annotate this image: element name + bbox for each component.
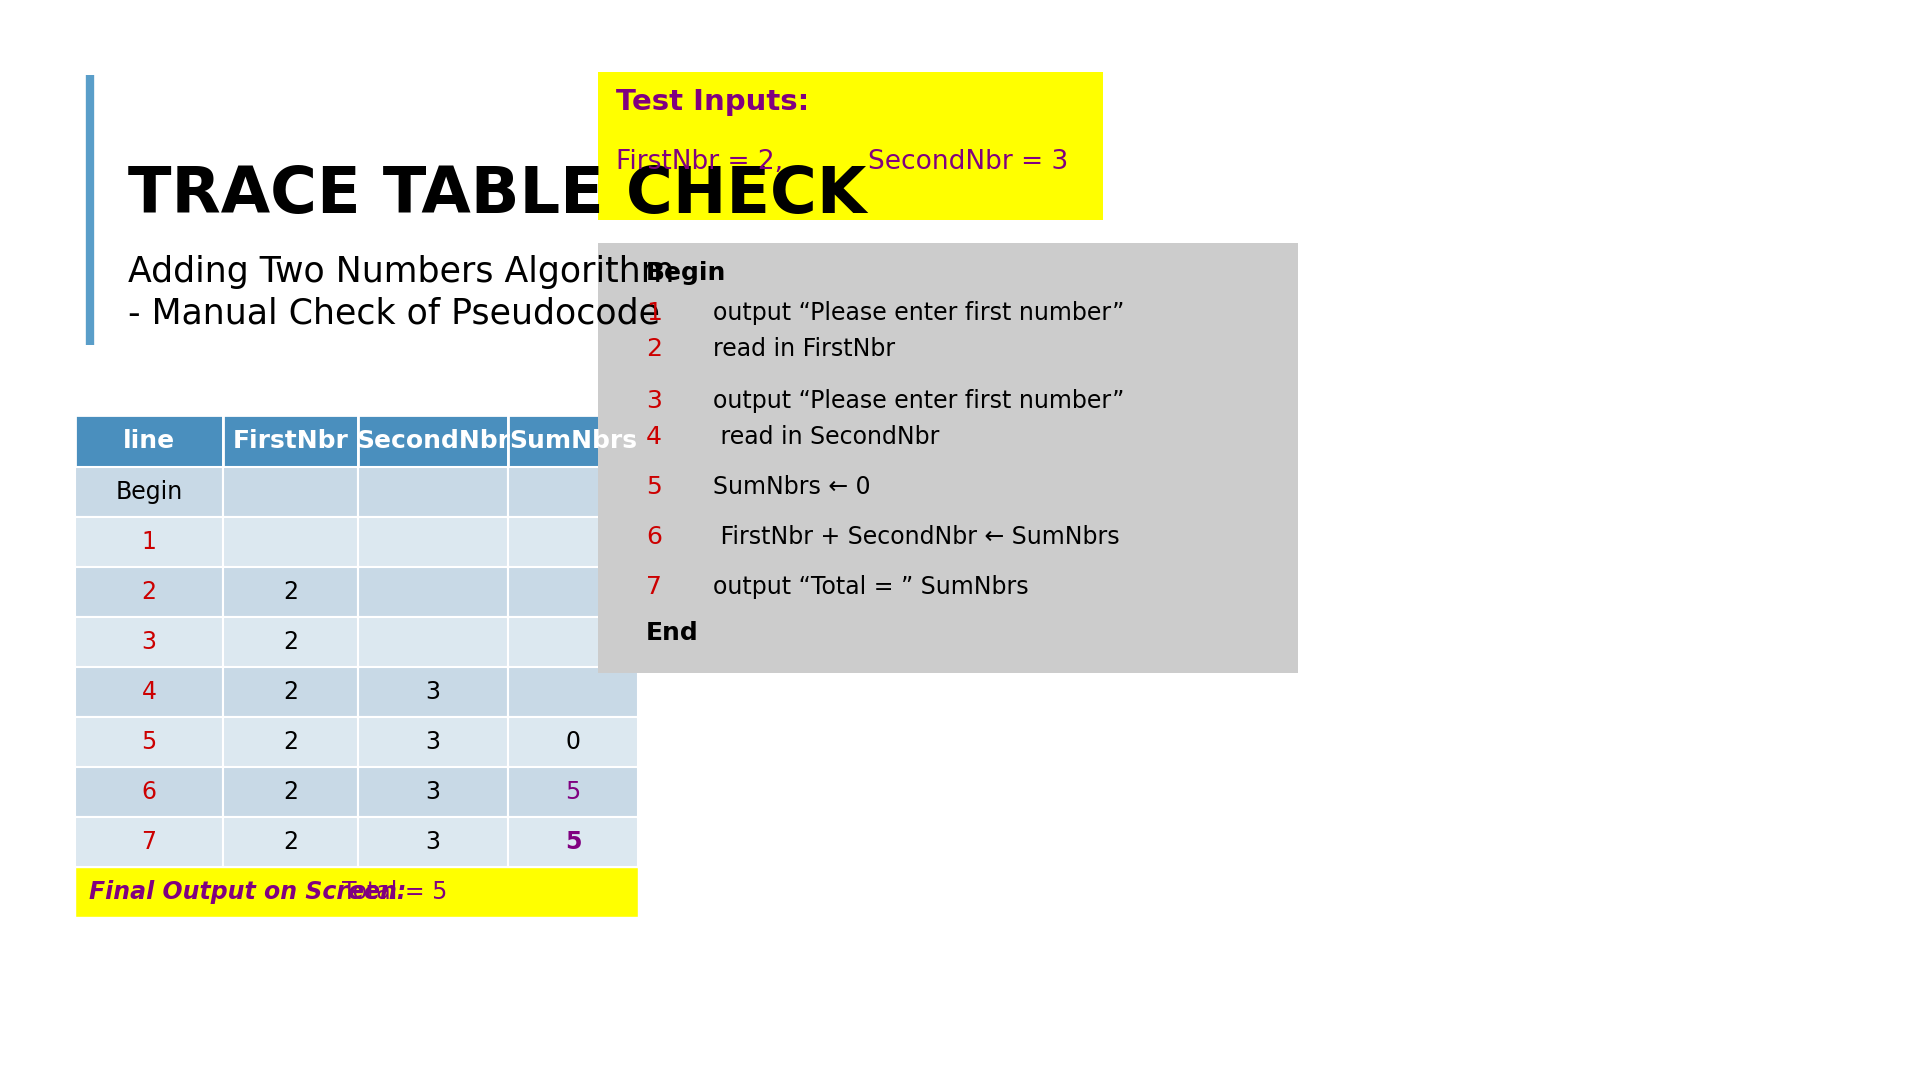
Bar (75, 867, 637, 917)
Bar (509, 467, 637, 517)
Text: read in FirstNbr: read in FirstNbr (712, 337, 895, 361)
Text: output “Please enter first number”: output “Please enter first number” (712, 389, 1125, 413)
Bar (357, 467, 509, 517)
Text: SecondNbr: SecondNbr (355, 429, 511, 453)
Text: 3: 3 (426, 780, 440, 804)
Bar (357, 717, 509, 767)
Bar (357, 667, 509, 717)
Bar (223, 467, 357, 517)
Text: - Manual Check of Pseudocode: - Manual Check of Pseudocode (129, 296, 660, 330)
Bar (357, 517, 509, 567)
Text: output “Total = ” SumNbrs: output “Total = ” SumNbrs (712, 575, 1029, 599)
Text: 2: 2 (282, 680, 298, 704)
Text: End: End (645, 621, 699, 645)
Text: read in SecondNbr: read in SecondNbr (712, 426, 939, 449)
Text: FirstNbr + SecondNbr ← SumNbrs: FirstNbr + SecondNbr ← SumNbrs (712, 525, 1119, 549)
Bar (75, 567, 223, 617)
Text: 2: 2 (142, 580, 157, 604)
Bar (223, 567, 357, 617)
Text: Adding Two Numbers Algorithm: Adding Two Numbers Algorithm (129, 255, 674, 289)
Text: 2: 2 (282, 730, 298, 754)
Bar (509, 617, 637, 667)
Text: 7: 7 (142, 831, 157, 854)
Text: 2: 2 (282, 580, 298, 604)
Text: 5: 5 (645, 475, 662, 499)
Text: Begin: Begin (115, 480, 182, 504)
Bar (223, 816, 357, 867)
Bar (75, 816, 223, 867)
Bar (223, 767, 357, 816)
Bar (509, 717, 637, 767)
Bar (357, 617, 509, 667)
Bar (357, 816, 509, 867)
Text: 5: 5 (564, 831, 582, 854)
Text: 2: 2 (282, 630, 298, 654)
Bar (75, 517, 223, 567)
Bar (75, 717, 223, 767)
Text: SumNbrs: SumNbrs (509, 429, 637, 453)
Text: FirstNbr = 2,: FirstNbr = 2, (616, 149, 783, 175)
Text: 2: 2 (645, 337, 662, 361)
Text: output “Please enter first number”: output “Please enter first number” (712, 301, 1125, 325)
Bar (75, 767, 223, 816)
Bar (75, 467, 223, 517)
Text: 6: 6 (645, 525, 662, 549)
Text: 4: 4 (142, 680, 157, 704)
Text: 5: 5 (564, 780, 580, 804)
Text: 3: 3 (426, 831, 440, 854)
Bar (597, 243, 1298, 673)
Text: TRACE TABLE CHECK: TRACE TABLE CHECK (129, 164, 866, 226)
Bar (509, 517, 637, 567)
Bar (509, 415, 637, 467)
Bar (509, 767, 637, 816)
Text: 3: 3 (645, 389, 662, 413)
Bar (223, 717, 357, 767)
Text: 2: 2 (282, 831, 298, 854)
Text: 7: 7 (645, 575, 662, 599)
Text: Test Inputs:: Test Inputs: (616, 87, 808, 116)
Text: SecondNbr = 3: SecondNbr = 3 (868, 149, 1068, 175)
Bar (223, 517, 357, 567)
Text: FirstNbr: FirstNbr (232, 429, 348, 453)
Text: Begin: Begin (645, 261, 726, 285)
Text: 0: 0 (566, 730, 580, 754)
Text: 2: 2 (282, 780, 298, 804)
Bar (509, 816, 637, 867)
Bar (223, 667, 357, 717)
Text: 1: 1 (142, 530, 156, 554)
Text: 4: 4 (645, 426, 662, 449)
Bar (223, 415, 357, 467)
Text: 3: 3 (426, 680, 440, 704)
Bar (75, 617, 223, 667)
Bar (597, 72, 1102, 220)
Text: Total = 5: Total = 5 (326, 880, 447, 904)
Bar (223, 617, 357, 667)
Bar (509, 667, 637, 717)
Text: 3: 3 (142, 630, 157, 654)
Text: 1: 1 (645, 301, 662, 325)
Text: 6: 6 (142, 780, 157, 804)
Text: line: line (123, 429, 175, 453)
Text: SumNbrs ← 0: SumNbrs ← 0 (712, 475, 870, 499)
Text: Final Output on Screen:: Final Output on Screen: (88, 880, 407, 904)
Text: 3: 3 (426, 730, 440, 754)
Bar (357, 767, 509, 816)
Bar (357, 415, 509, 467)
Bar (75, 667, 223, 717)
Bar (357, 567, 509, 617)
Text: 5: 5 (142, 730, 157, 754)
Bar (75, 415, 223, 467)
Bar (509, 567, 637, 617)
